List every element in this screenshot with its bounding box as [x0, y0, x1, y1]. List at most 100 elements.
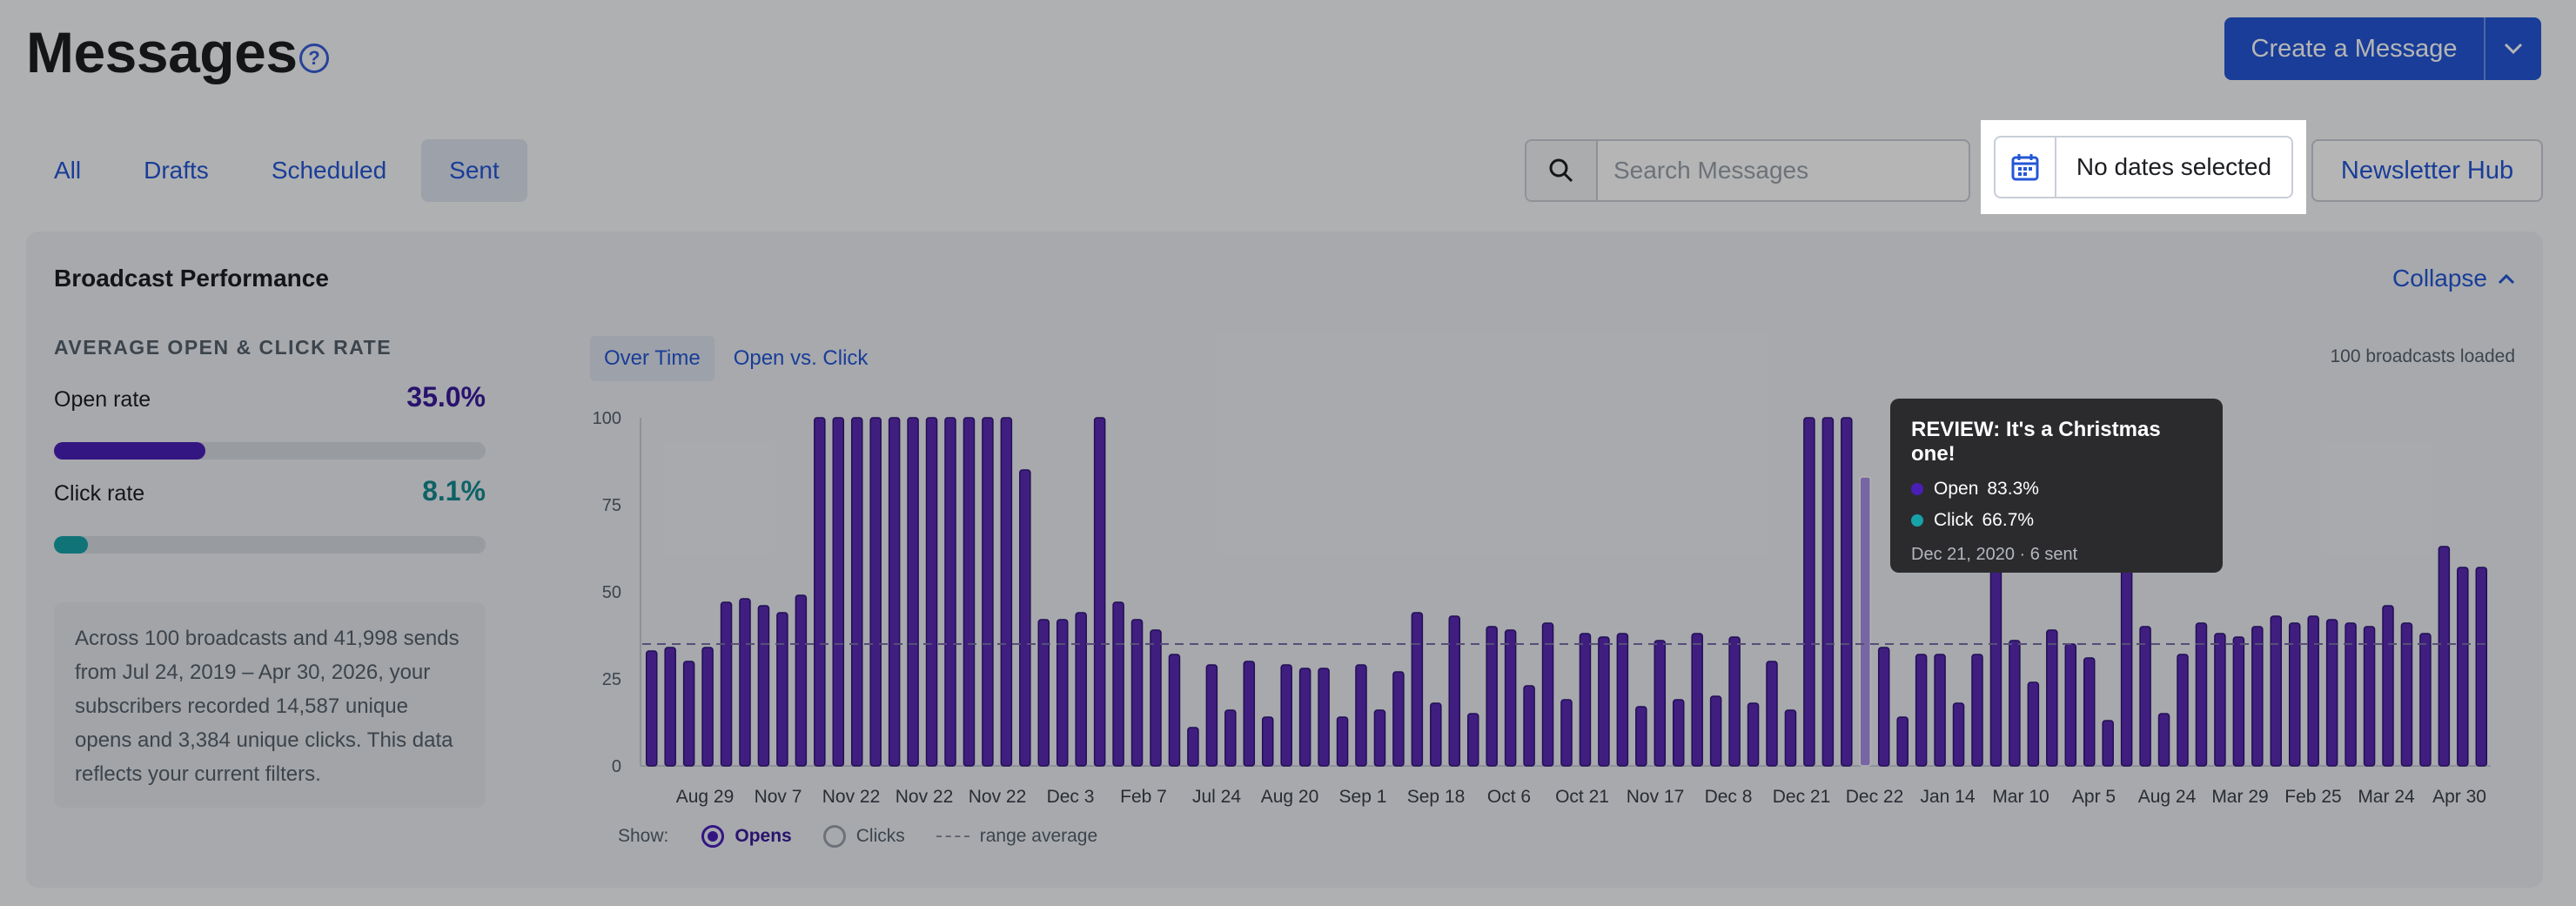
bar	[757, 605, 770, 767]
bar	[1821, 417, 1835, 767]
bar	[925, 417, 938, 767]
chart-legend: Show: Opens Clicks range average	[618, 825, 1129, 848]
x-tick-label: Mar 10	[1992, 787, 2049, 807]
clicks-radio[interactable]	[822, 825, 846, 848]
x-tick-label: Nov 7	[755, 787, 802, 807]
x-tick-label: Sep 1	[1339, 787, 1387, 807]
bar	[645, 650, 658, 767]
x-tick-label: Dec 22	[1846, 787, 1904, 807]
tooltip-click-label: Click	[1934, 510, 1974, 530]
tab-all[interactable]: All	[54, 157, 82, 184]
bar	[963, 417, 976, 767]
bar	[1019, 469, 1031, 767]
bar	[1355, 664, 1367, 767]
bar	[2382, 605, 2394, 767]
average-rate-heading: AVERAGE OPEN & CLICK RATE	[54, 336, 392, 359]
open-dot-icon	[1911, 483, 1923, 495]
bar	[1411, 612, 1424, 767]
x-tick-label: Oct 21	[1555, 787, 1609, 807]
click-rate-row: Click rate 8.1%	[54, 475, 486, 507]
tooltip-open-row: Open 83.3%	[1911, 479, 2202, 500]
bar	[1448, 615, 1461, 767]
bar	[2419, 633, 2432, 767]
bar	[1803, 417, 1815, 767]
bar	[1616, 633, 1629, 767]
bar	[814, 417, 826, 767]
average-rates: AVERAGE OPEN & CLICK RATE Open rate 35.0…	[54, 336, 486, 808]
open-rate-row: Open rate 35.0%	[54, 381, 486, 413]
question-circle-icon[interactable]: ?	[299, 44, 329, 73]
bar	[1037, 619, 1050, 767]
bar	[1541, 622, 1554, 767]
y-tick-label: 25	[602, 670, 621, 689]
x-tick-label: Nov 22	[822, 787, 881, 807]
bar	[1841, 417, 1853, 767]
search-input[interactable]	[1598, 141, 1969, 200]
bar	[2363, 626, 2376, 767]
broadcasts-loaded-count: 100 broadcasts loaded	[2330, 346, 2516, 366]
x-tick-label: Sep 18	[1407, 787, 1466, 807]
open-rate-label: Open rate	[54, 387, 151, 412]
bar	[2438, 546, 2451, 767]
x-tick-label: Nov 22	[896, 787, 954, 807]
create-message-button[interactable]: Create a Message	[2224, 17, 2485, 80]
x-tick-label: Apr 5	[2072, 787, 2116, 807]
bar	[907, 417, 919, 767]
bar	[1224, 709, 1237, 767]
summary-text: Across 100 broadcasts and 41,998 sends f…	[54, 602, 486, 808]
legend-opens-label: Opens	[735, 826, 792, 846]
search-icon[interactable]	[1526, 141, 1598, 200]
bar	[2102, 720, 2114, 767]
bar	[1784, 709, 1797, 767]
bar	[869, 417, 882, 767]
bar	[1243, 661, 1256, 767]
bar	[2027, 681, 2040, 767]
legend-clicks[interactable]: Clicks	[822, 825, 905, 848]
create-options-button[interactable]	[2485, 17, 2541, 80]
bar	[850, 417, 863, 767]
bar	[1298, 668, 1311, 767]
bar	[701, 647, 714, 767]
bar	[664, 647, 676, 767]
bar	[682, 661, 695, 767]
x-tick-label: Jan 14	[1920, 787, 1975, 807]
y-tick-label: 100	[593, 409, 621, 428]
x-tick-label: Oct 6	[1487, 787, 1531, 807]
bar	[944, 417, 956, 767]
tab-sent[interactable]: Sent	[421, 139, 527, 202]
newsletter-hub-button[interactable]: Newsletter Hub	[2311, 139, 2543, 202]
x-tick-label: Dec 21	[1773, 787, 1831, 807]
date-range-button[interactable]: No dates selected	[1994, 136, 2293, 198]
collapse-button[interactable]: Collapse	[2392, 265, 2515, 292]
bar	[2214, 633, 2226, 767]
bar	[1130, 619, 1144, 767]
y-tick-label: 50	[602, 583, 621, 602]
bar	[1971, 654, 1983, 767]
bar	[1747, 702, 1760, 767]
bar	[2046, 629, 2058, 767]
view-open-vs-click-button[interactable]: Open vs. Click	[733, 346, 869, 370]
opens-radio[interactable]	[701, 825, 725, 848]
x-tick-label: Mar 24	[2358, 787, 2415, 807]
page-title: Messages	[26, 20, 298, 84]
bar	[2139, 626, 2151, 767]
bar	[2345, 622, 2357, 767]
tab-scheduled[interactable]: Scheduled	[271, 157, 387, 184]
open-rate-value: 35.0%	[406, 381, 486, 413]
bar	[1430, 702, 1442, 767]
tab-drafts[interactable]: Drafts	[144, 157, 209, 184]
legend-opens[interactable]: Opens	[701, 825, 792, 848]
bar	[1952, 702, 1965, 767]
bar	[2083, 657, 2096, 767]
bar	[1373, 709, 1386, 767]
bar	[2177, 654, 2189, 767]
x-tick-label: Nov 17	[1627, 787, 1685, 807]
bar	[1075, 612, 1087, 767]
view-over-time-button[interactable]: Over Time	[590, 336, 714, 381]
click-rate-fill	[54, 536, 89, 554]
click-dot-icon	[1911, 514, 1923, 527]
bar	[1691, 633, 1703, 767]
click-rate-value: 8.1%	[422, 475, 486, 507]
y-tick-label: 0	[612, 757, 621, 776]
bar	[1579, 633, 1592, 767]
